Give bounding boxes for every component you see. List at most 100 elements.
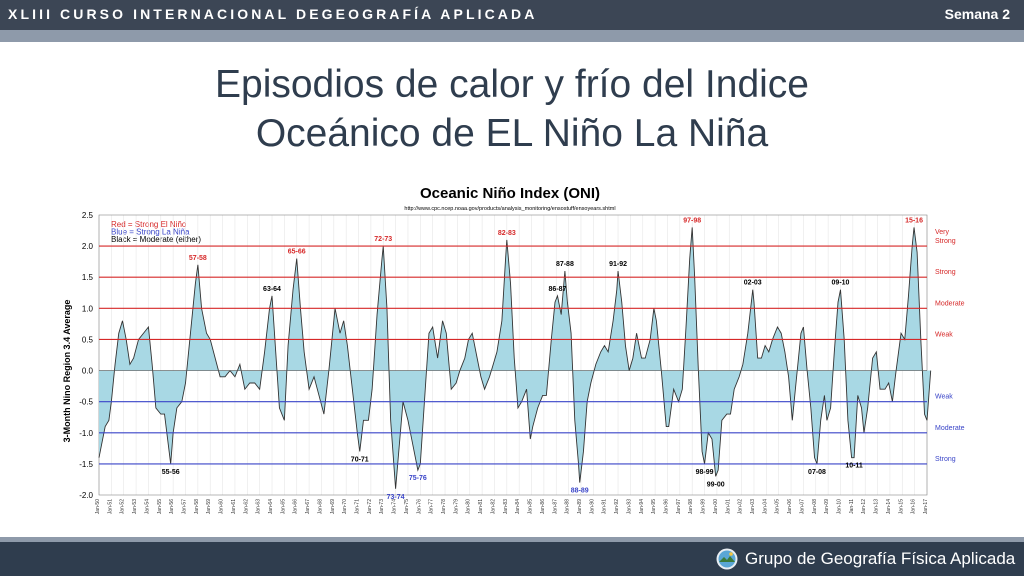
- x-tick-label: Jan-03: [750, 499, 756, 515]
- x-tick-label: Jan-89: [577, 499, 583, 515]
- x-tick-label: Jan-96: [663, 499, 669, 515]
- oni-chart-svg: Oceanic Niño Index (ONI) http://www.cpc.…: [57, 177, 967, 521]
- x-tick-label: Jan-94: [639, 499, 645, 515]
- episode-label: 02-03: [744, 280, 762, 287]
- threshold-label: Weak: [935, 331, 953, 338]
- episode-label: 15-16: [905, 217, 923, 224]
- threshold-label: Moderate: [935, 300, 965, 307]
- y-tick-label: 1.5: [82, 273, 94, 282]
- threshold-label-word: Weak: [935, 394, 953, 401]
- x-tick-label: Jan-11: [849, 499, 855, 514]
- y-tick-label: 0.0: [82, 367, 94, 376]
- threshold-label-word: Strong: [935, 269, 956, 276]
- threshold-label-word: Moderate: [935, 300, 965, 307]
- chart-x-ticks: Jan-50 Jan-51 Jan-52 Jan-53 Jan-54 Jan-55 Jan-…: [95, 499, 929, 515]
- x-tick-label: Jan-57: [182, 499, 188, 515]
- threshold-label: Weak: [935, 394, 953, 401]
- episode-label: 87-88: [556, 261, 574, 268]
- footer-bar: [0, 542, 1024, 576]
- episode-label: 55-56: [162, 469, 180, 476]
- x-tick-label: Jan-08: [812, 499, 818, 515]
- x-tick-label: Jan-87: [552, 499, 558, 515]
- x-tick-label: Jan-55: [157, 499, 163, 515]
- x-tick-label: Jan-63: [256, 499, 262, 515]
- plot-frame: [98, 214, 928, 496]
- threshold-label: Very Strong: [935, 229, 956, 245]
- x-tick-label: Jan-64: [268, 499, 274, 515]
- y-tick-label: -1.5: [79, 460, 93, 469]
- episode-label: 70-71: [351, 456, 369, 463]
- x-tick-label: Jan-07: [799, 499, 805, 515]
- y-tick-label: -2.0: [79, 491, 93, 500]
- threshold-label-word: Moderate: [935, 425, 965, 432]
- y-tick-label: -0.5: [79, 398, 93, 407]
- oni-chart: Oceanic Niño Index (ONI) http://www.cpc.…: [57, 177, 967, 521]
- x-tick-label: Jan-17: [923, 499, 929, 515]
- chart-title: Oceanic Niño Index (ONI): [420, 185, 600, 202]
- y-tick-label: 0.5: [82, 335, 94, 344]
- x-tick-label: Jan-54: [144, 499, 150, 515]
- threshold-label-word: Strong: [935, 238, 956, 245]
- y-tick-label: -1.0: [79, 429, 93, 438]
- x-tick-label: Jan-59: [206, 499, 212, 515]
- chart-thresholds: Very Strong Strong Moderate Weak Weak Moderate…: [99, 229, 965, 465]
- x-tick-label: Jan-81: [478, 499, 484, 515]
- x-tick-label: Jan-91: [602, 499, 608, 515]
- chart-subtitle: http://www.cpc.ncep.noaa.gov/products/an…: [404, 206, 615, 212]
- episode-label: 86-87: [549, 286, 567, 293]
- episode-label: 72-73: [374, 236, 392, 243]
- x-tick-label: Jan-78: [441, 499, 447, 515]
- x-tick-label: Jan-95: [651, 499, 657, 515]
- chart-y-ticks: 2.5 2.0 1.5 1.0 0.5 0.0 -0.5 -1.0 -1.5 -2.0: [79, 211, 93, 500]
- x-tick-label: Jan-13: [874, 499, 880, 515]
- episode-label: 09-10: [832, 280, 850, 287]
- x-tick-label: Jan-71: [355, 499, 361, 515]
- x-tick-label: Jan-82: [490, 499, 496, 515]
- x-tick-label: Jan-72: [367, 499, 373, 515]
- episode-label: 82-83: [498, 230, 516, 237]
- x-tick-label: Jan-02: [738, 499, 744, 515]
- x-tick-label: Jan-06: [787, 499, 793, 515]
- x-tick-label: Jan-79: [453, 499, 459, 515]
- x-tick-label: Jan-68: [317, 499, 323, 515]
- course-title: XLIII CURSO INTERNACIONAL DEGEOGRAFÍA AP…: [8, 6, 538, 22]
- x-tick-label: Jan-52: [120, 499, 126, 515]
- x-tick-label: Jan-75: [404, 499, 410, 515]
- x-tick-label: Jan-51: [107, 499, 113, 515]
- episode-label: 57-58: [189, 255, 207, 262]
- legend-entry: Red = Strong El Niño: [111, 220, 187, 229]
- legend-entry: Black = Moderate (either): [111, 235, 201, 244]
- x-tick-label: Jan-69: [330, 499, 336, 515]
- x-tick-label: Jan-74: [392, 499, 398, 515]
- x-tick-label: Jan-00: [713, 499, 719, 515]
- x-tick-label: Jan-01: [725, 499, 731, 515]
- threshold-label: Moderate: [935, 425, 965, 432]
- threshold-label: Strong: [935, 456, 956, 463]
- header-accent-bar: [0, 30, 1024, 42]
- x-tick-label: Jan-53: [132, 499, 138, 515]
- threshold-label-word: Strong: [935, 456, 956, 463]
- y-tick-label: 1.0: [82, 304, 94, 313]
- y-tick-label: 2.0: [82, 242, 94, 251]
- x-tick-label: Jan-90: [589, 499, 595, 515]
- episode-label: 88-89: [571, 488, 589, 495]
- legend-entry: Blue = Strong La Niña: [111, 228, 190, 237]
- threshold-label: Strong: [935, 269, 956, 276]
- x-tick-label: Jan-14: [886, 499, 892, 515]
- threshold-label-word: Weak: [935, 331, 953, 338]
- x-tick-label: Jan-83: [503, 499, 509, 515]
- x-tick-label: Jan-62: [243, 499, 249, 515]
- x-tick-label: Jan-73: [379, 499, 385, 515]
- x-tick-label: Jan-10: [836, 499, 842, 515]
- x-tick-label: Jan-88: [565, 499, 571, 515]
- x-tick-label: Jan-61: [231, 499, 237, 515]
- x-tick-label: Jan-16: [911, 499, 917, 515]
- y-tick-label: 2.5: [82, 211, 94, 220]
- x-tick-label: Jan-80: [466, 499, 472, 515]
- oni-area-fill: [99, 227, 931, 489]
- x-tick-label: Jan-84: [515, 499, 521, 515]
- x-tick-label: Jan-50: [95, 499, 101, 515]
- slide-title-line-1: Episodios de calor y frío del Indice: [215, 63, 809, 106]
- x-tick-label: Jan-05: [775, 499, 781, 515]
